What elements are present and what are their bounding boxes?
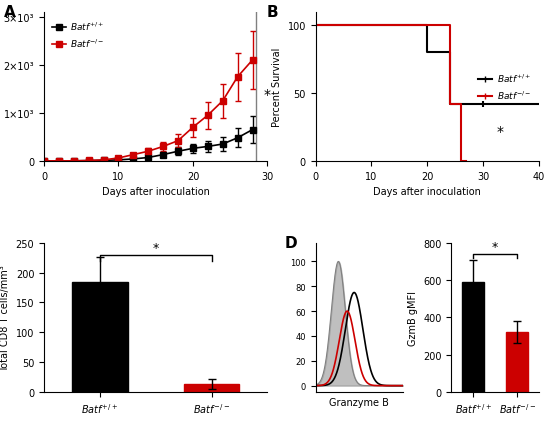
Y-axis label: GzmB gMFI: GzmB gMFI	[408, 290, 417, 345]
Text: A: A	[4, 6, 15, 20]
Text: D: D	[285, 236, 298, 251]
Bar	[184, 384, 239, 392]
Text: *: *	[492, 241, 498, 253]
Text: *: *	[263, 87, 271, 101]
Legend: $Batf^{+/+}$, $Batf^{-/-}$: $Batf^{+/+}$, $Batf^{-/-}$	[48, 17, 108, 54]
Text: *: *	[152, 241, 159, 254]
X-axis label: Days after inoculation: Days after inoculation	[373, 187, 481, 197]
Text: B: B	[266, 6, 278, 20]
X-axis label: Days after inoculation: Days after inoculation	[102, 187, 210, 197]
Bar	[463, 282, 484, 392]
Y-axis label: Percent Survival: Percent Survival	[272, 48, 282, 127]
Bar	[506, 332, 528, 392]
Text: *: *	[497, 125, 503, 139]
Y-axis label: Total CD8 T cells/mm³: Total CD8 T cells/mm³	[0, 264, 10, 371]
Legend: $Batf^{+/+}$, $Batf^{-/-}$: $Batf^{+/+}$, $Batf^{-/-}$	[475, 69, 535, 105]
Bar	[72, 282, 128, 392]
X-axis label: Granzyme B: Granzyme B	[329, 397, 389, 407]
